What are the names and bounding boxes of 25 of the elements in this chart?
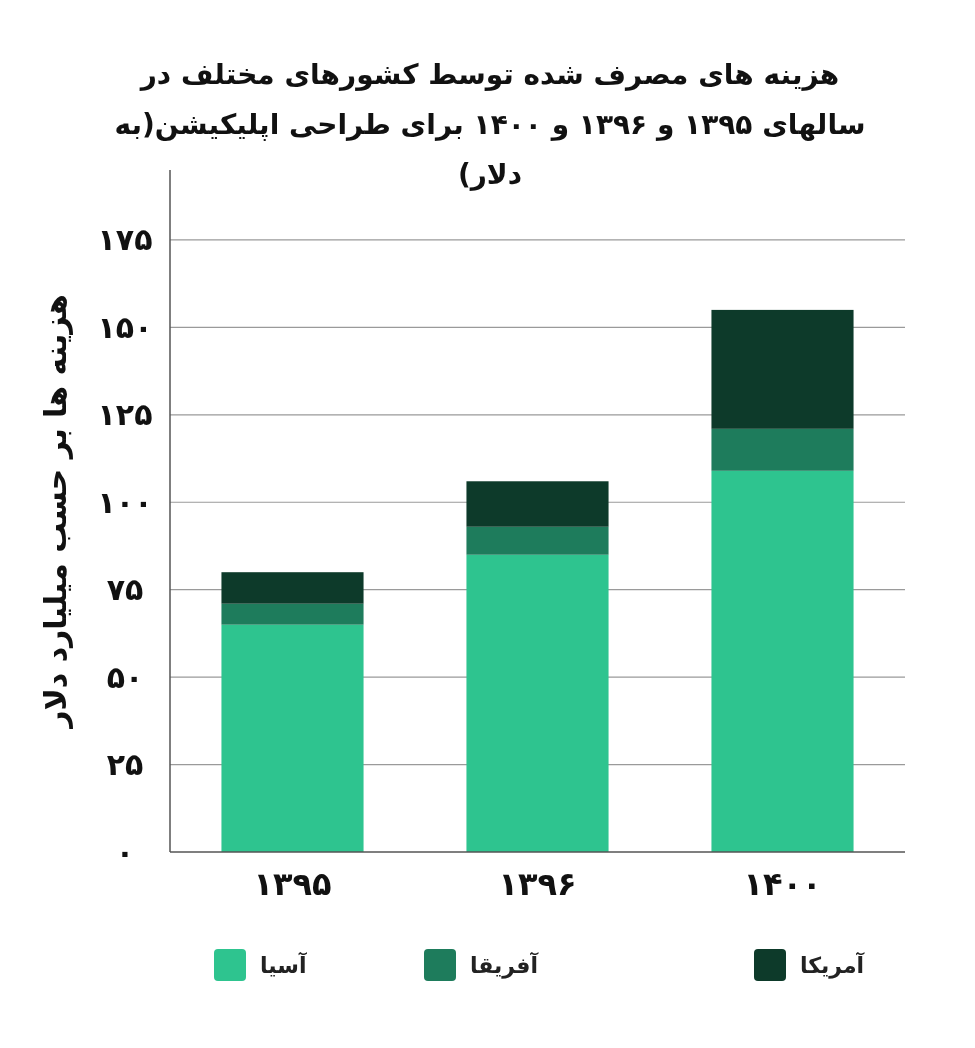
bar xyxy=(711,309,854,429)
bar xyxy=(466,554,609,852)
x-tick-label: ۱۳۹۶ xyxy=(498,865,577,903)
y-tick-label: ۲۵ xyxy=(106,747,144,783)
y-tick-label: ۱۷۵ xyxy=(97,222,153,258)
y-tick-label: ۰ xyxy=(115,834,135,870)
y-tick-label: ۱۵۰ xyxy=(97,309,153,345)
y-tick-label: ۱۲۵ xyxy=(97,397,153,433)
y-tick-label: ۷۵ xyxy=(106,572,144,608)
y-tick-label: ۵۰ xyxy=(106,659,144,695)
legend-label: آسیا xyxy=(260,950,307,978)
bar xyxy=(221,624,364,852)
y-tick-label: ۱۰۰ xyxy=(97,484,153,520)
y-axis-title: هزینه ها بر حسب میلیارد دلار xyxy=(37,294,73,730)
bar xyxy=(711,428,854,471)
bar xyxy=(221,603,364,625)
bar xyxy=(466,526,609,555)
x-tick-label: ۱۴۰۰ xyxy=(743,865,822,903)
legend-label: آفریقا xyxy=(470,950,539,979)
bar xyxy=(221,572,364,604)
legend-label: آمریکا xyxy=(800,950,865,979)
chart-title: هزینه های مصرف شده توسط کشورهای مختلف در سالهای ۱۳۹۵ و ۱۳۹۶ و ۱۴۰۰ برای طراحی اپلیکیشن(به دلار) xyxy=(113,57,867,193)
x-tick-label: ۱۳۹۵ xyxy=(253,865,332,903)
bar xyxy=(466,481,609,527)
bar xyxy=(711,470,854,852)
